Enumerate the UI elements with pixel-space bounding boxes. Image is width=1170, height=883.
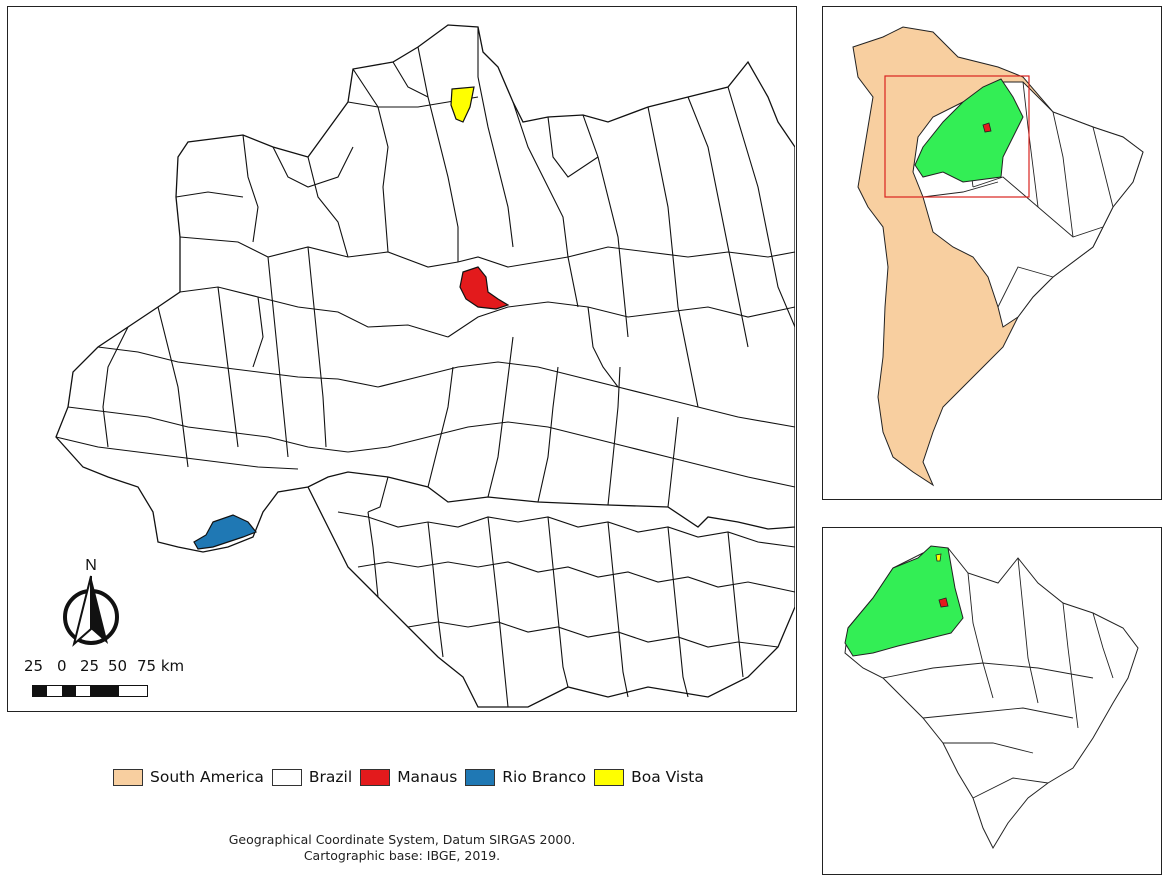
legend-label: South America — [150, 768, 264, 786]
brazil-state-boundaries — [882, 557, 1114, 799]
legend-label: Boa Vista — [631, 768, 704, 786]
brazil-inset — [822, 527, 1162, 875]
credits-line-source: Cartographic base: IBGE, 2019. — [303, 848, 501, 863]
credits-line-datum: Geographical Coordinate System, Datum SI… — [228, 832, 576, 847]
legend-item-boa-vista: Boa Vista — [594, 768, 704, 786]
north-label: N — [85, 557, 97, 574]
map-credits: Geographical Coordinate System, Datum SI… — [222, 832, 582, 864]
inset-manaus — [982, 122, 992, 133]
legend-label: Rio Branco — [502, 768, 587, 786]
legend-label: Brazil — [308, 768, 353, 786]
scale-bar — [32, 685, 148, 697]
study-area-states — [914, 78, 1024, 183]
north-arrow-left-half — [72, 575, 92, 647]
legend-item-manaus: Manaus — [360, 768, 457, 786]
main-map-frame — [7, 6, 797, 712]
map-extent-box — [884, 75, 1030, 198]
boa-vista-municipality — [450, 86, 475, 123]
legend-swatch — [113, 768, 143, 786]
legend-label: Manaus — [397, 768, 458, 786]
inset-boa-vista — [935, 553, 942, 562]
legend-item-rio-branco: Rio Branco — [465, 768, 586, 786]
legend-swatch — [465, 768, 496, 786]
map-legend: South America Brazil Manaus Rio Branco B… — [113, 768, 712, 786]
legend-item-south-america: South America — [113, 768, 264, 786]
legend-swatch — [271, 768, 302, 786]
scale-label: 50 — [108, 657, 128, 675]
scale-label: 0 — [57, 657, 67, 675]
south-america-map — [852, 26, 1144, 487]
region-outline-south — [307, 486, 795, 708]
brazil-map — [844, 545, 1139, 850]
north-arrow-right-half — [91, 576, 108, 644]
legend-item-brazil: Brazil — [271, 768, 353, 786]
region-outline — [55, 24, 795, 553]
scale-label: 25 — [24, 657, 44, 675]
scale-label: 25 — [80, 657, 100, 675]
study-area-states — [844, 545, 964, 657]
scale-label: 75 km — [137, 657, 185, 675]
municipal-boundaries — [55, 27, 795, 708]
rio-branco-municipality — [193, 514, 257, 550]
manaus-municipality — [459, 266, 510, 310]
inset-manaus — [938, 597, 949, 608]
legend-swatch — [594, 768, 625, 786]
south-america-inset — [822, 6, 1162, 500]
brazil-state-boundaries — [922, 81, 1114, 308]
legend-swatch — [360, 768, 391, 786]
amazon-municipalities-map — [55, 24, 795, 708]
north-arrow: N — [56, 554, 126, 654]
